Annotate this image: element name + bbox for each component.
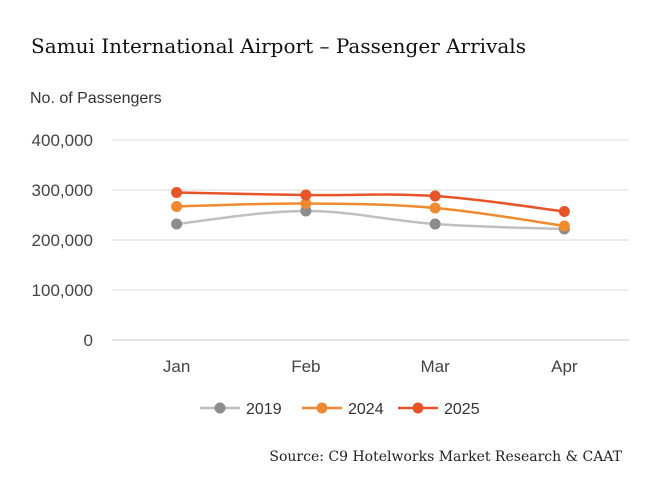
source-note: Source: C9 Hotelworks Market Research & … (269, 449, 622, 465)
x-tick-label: Apr (551, 357, 578, 376)
x-tick-label: Feb (291, 357, 320, 376)
series-line-2019 (176, 209, 565, 231)
x-tick-label: Jan (163, 357, 190, 376)
legend-label-2024: 2024 (348, 401, 384, 418)
data-point-2024 (171, 201, 183, 212)
y-tick-label: 100,000 (32, 281, 93, 300)
chart-title: Samui International Airport – Passenger … (31, 34, 526, 58)
legend-marker-2025 (412, 402, 424, 414)
series-line-2024 (176, 202, 565, 228)
data-point-2025 (558, 206, 570, 217)
data-point-2019 (429, 218, 441, 230)
y-tick-label: 0 (84, 331, 93, 350)
legend-label-2025: 2025 (444, 401, 480, 418)
legend-marker-2019 (214, 402, 226, 414)
legend-marker-2024 (316, 402, 328, 414)
data-point-2025 (171, 187, 183, 198)
data-point-2024 (558, 220, 570, 232)
y-tick-label: 200,000 (32, 231, 93, 250)
y-tick-label: 300,000 (32, 181, 93, 200)
data-point-2025 (429, 190, 441, 202)
data-point-2025 (300, 189, 312, 201)
data-point-2024 (429, 202, 441, 214)
x-tick-label: Mar (420, 357, 450, 376)
series-line-2025 (176, 191, 565, 213)
y-tick-label: 400,000 (32, 131, 93, 150)
data-point-2019 (171, 218, 183, 230)
data-point-2024 (300, 198, 312, 209)
y-axis-label: No. of Passengers (30, 90, 162, 107)
legend-label-2019: 2019 (246, 401, 282, 418)
